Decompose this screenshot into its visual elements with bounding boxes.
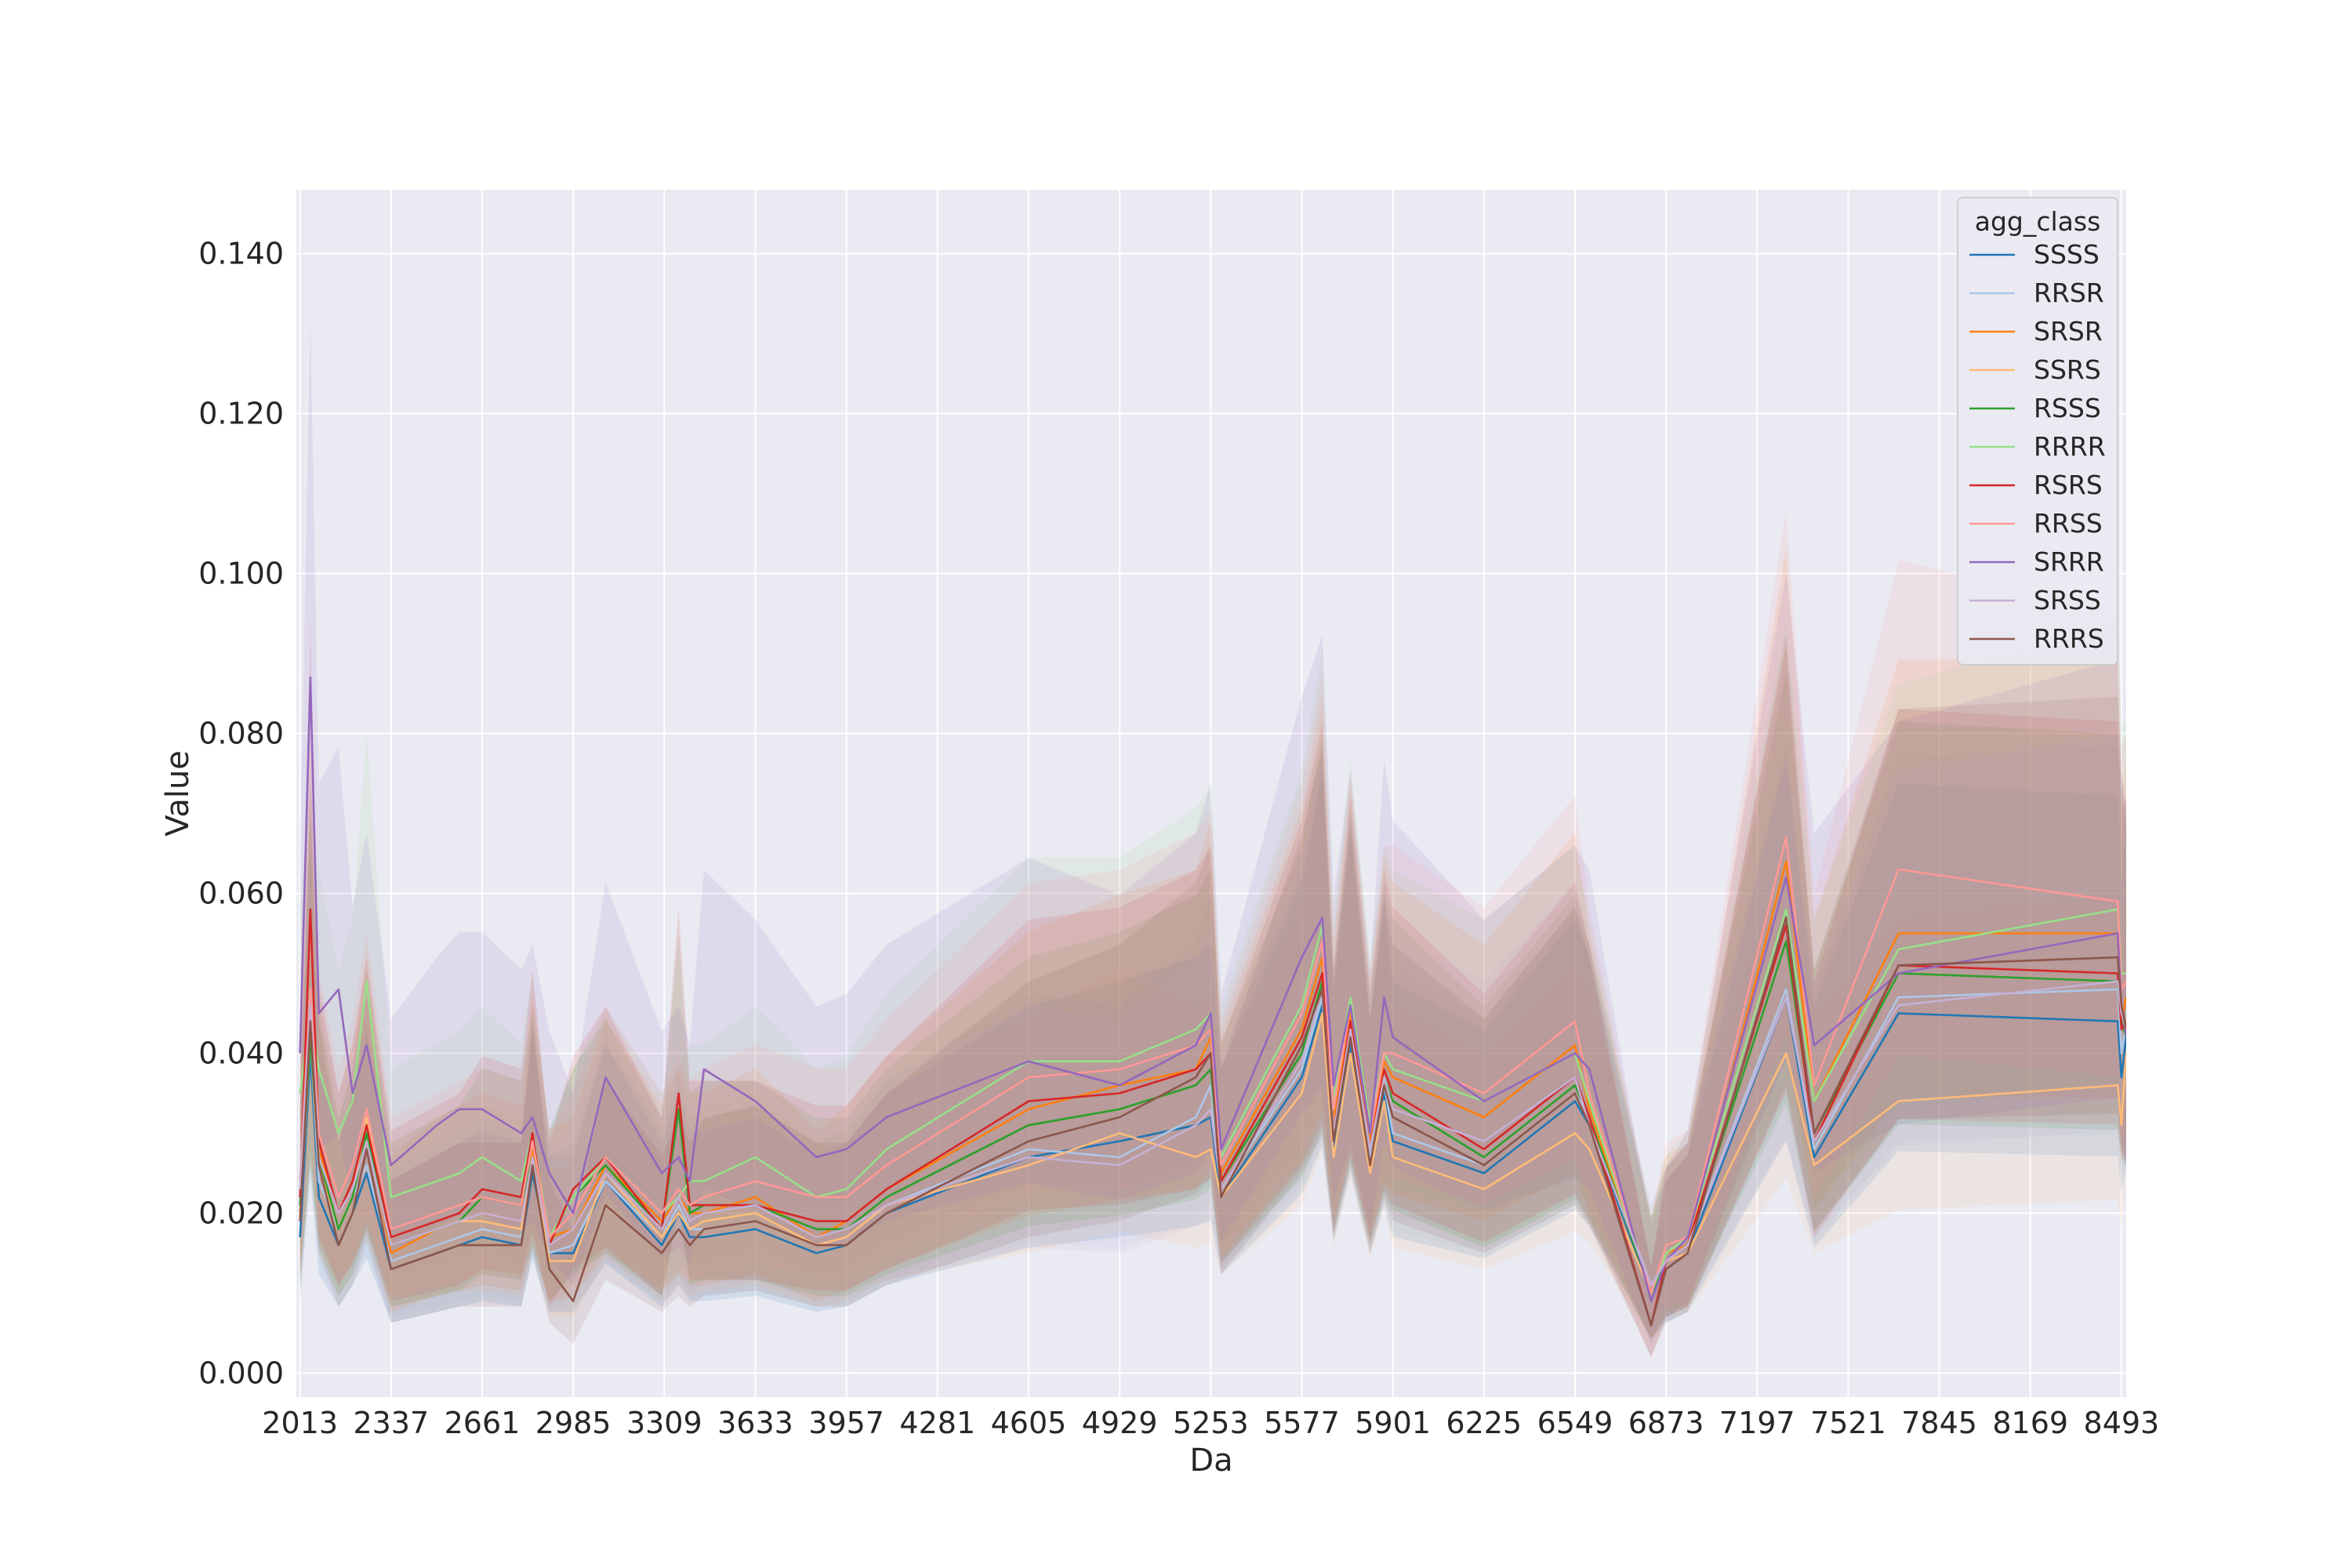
x-tick-label: 4281 [899,1406,975,1440]
x-tick-label: 2013 [262,1406,338,1440]
legend-title: agg_class [1975,206,2101,237]
confidence-band-rsss [299,672,2126,1339]
x-tick-label: 6549 [1537,1406,1613,1440]
confidence-band-rrrs [299,634,2126,1357]
series-line-srrr [299,676,2126,1302]
y-axis-label: Value [160,750,196,837]
y-tick-label: 0.040 [198,1036,284,1070]
legend-label: SSRS [2034,354,2101,385]
legend-frame [1957,197,2118,666]
x-tick-label: 7521 [1810,1406,1886,1440]
x-tick-label: 2661 [445,1406,521,1440]
legend-item: SRRR [1969,546,2104,577]
legend: agg_class SSSS RRSR SRSR SSRS RSSS RRRR RSRS RR… [1957,197,2118,666]
x-tick-label: 8169 [1992,1406,2068,1440]
confidence-band-rsrs [299,622,2126,1357]
legend-label: RRRR [2034,431,2106,462]
series-lines [299,676,2126,1327]
grid-lines [296,190,2126,1397]
legend-item: RSRS [1969,470,2103,500]
x-tick-label: 3309 [626,1406,702,1440]
x-tick-label: 5901 [1355,1406,1431,1440]
confidence-bands [299,318,2126,1357]
x-tick-label: 2985 [535,1406,612,1440]
legend-item: RSSS [1969,393,2101,423]
legend-item: RRSS [1969,508,2103,539]
x-axis-label: Da [1189,1443,1232,1479]
x-tick-label: 2337 [353,1406,429,1440]
y-tick-label: 0.060 [198,876,284,910]
x-tick-label: 3957 [808,1406,884,1440]
legend-item: SRSR [1969,316,2103,347]
legend-label: SRRR [2034,546,2104,577]
confidence-band-srsr [299,547,2126,1339]
legend-label: SRSR [2034,316,2103,347]
legend-label: RSSS [2034,393,2101,423]
legend-label: RSRS [2034,470,2103,500]
x-tick-label: 4605 [991,1406,1067,1440]
y-tick-label: 0.100 [198,557,284,591]
y-tick-label: 0.000 [198,1356,284,1390]
legend-label: RRSS [2034,508,2103,539]
legend-item: RRRR [1969,431,2106,462]
legend-label: SRSS [2034,585,2101,615]
x-tick-label: 5253 [1173,1406,1249,1440]
x-tick-label: 5577 [1264,1406,1340,1440]
legend-label: RRSR [2034,278,2104,308]
confidence-band-rrss [299,510,2126,1339]
series-line-srss [299,980,2126,1287]
legend-item: RRRS [1969,623,2104,654]
legend-label: SSSS [2034,239,2100,270]
tick-labels: 2013 2337 2661 2985 3309 3633 3957 4281 4605 4929… [198,237,2159,1440]
confidence-band-srrr [299,318,2126,1345]
legend-label: RRRS [2034,623,2104,654]
y-tick-label: 0.120 [198,397,284,431]
x-tick-label: 7197 [1719,1406,1795,1440]
x-tick-label: 8493 [2084,1406,2160,1440]
legend-item: SSSS [1969,239,2100,270]
legend-item: SSRS [1969,354,2101,385]
legend-item: SRSS [1969,585,2101,615]
y-tick-label: 0.140 [198,237,284,271]
x-tick-label: 4929 [1082,1406,1158,1440]
x-tick-label: 6873 [1628,1406,1704,1440]
y-tick-label: 0.080 [198,717,284,751]
x-tick-label: 6225 [1446,1406,1522,1440]
x-tick-label: 3633 [717,1406,793,1440]
series-line-rrrs [299,916,2126,1327]
y-tick-label: 0.020 [198,1196,284,1230]
x-tick-label: 7845 [1901,1406,1977,1440]
confidence-band-rrrr [299,622,2126,1339]
legend-item: RRSR [1969,278,2104,308]
